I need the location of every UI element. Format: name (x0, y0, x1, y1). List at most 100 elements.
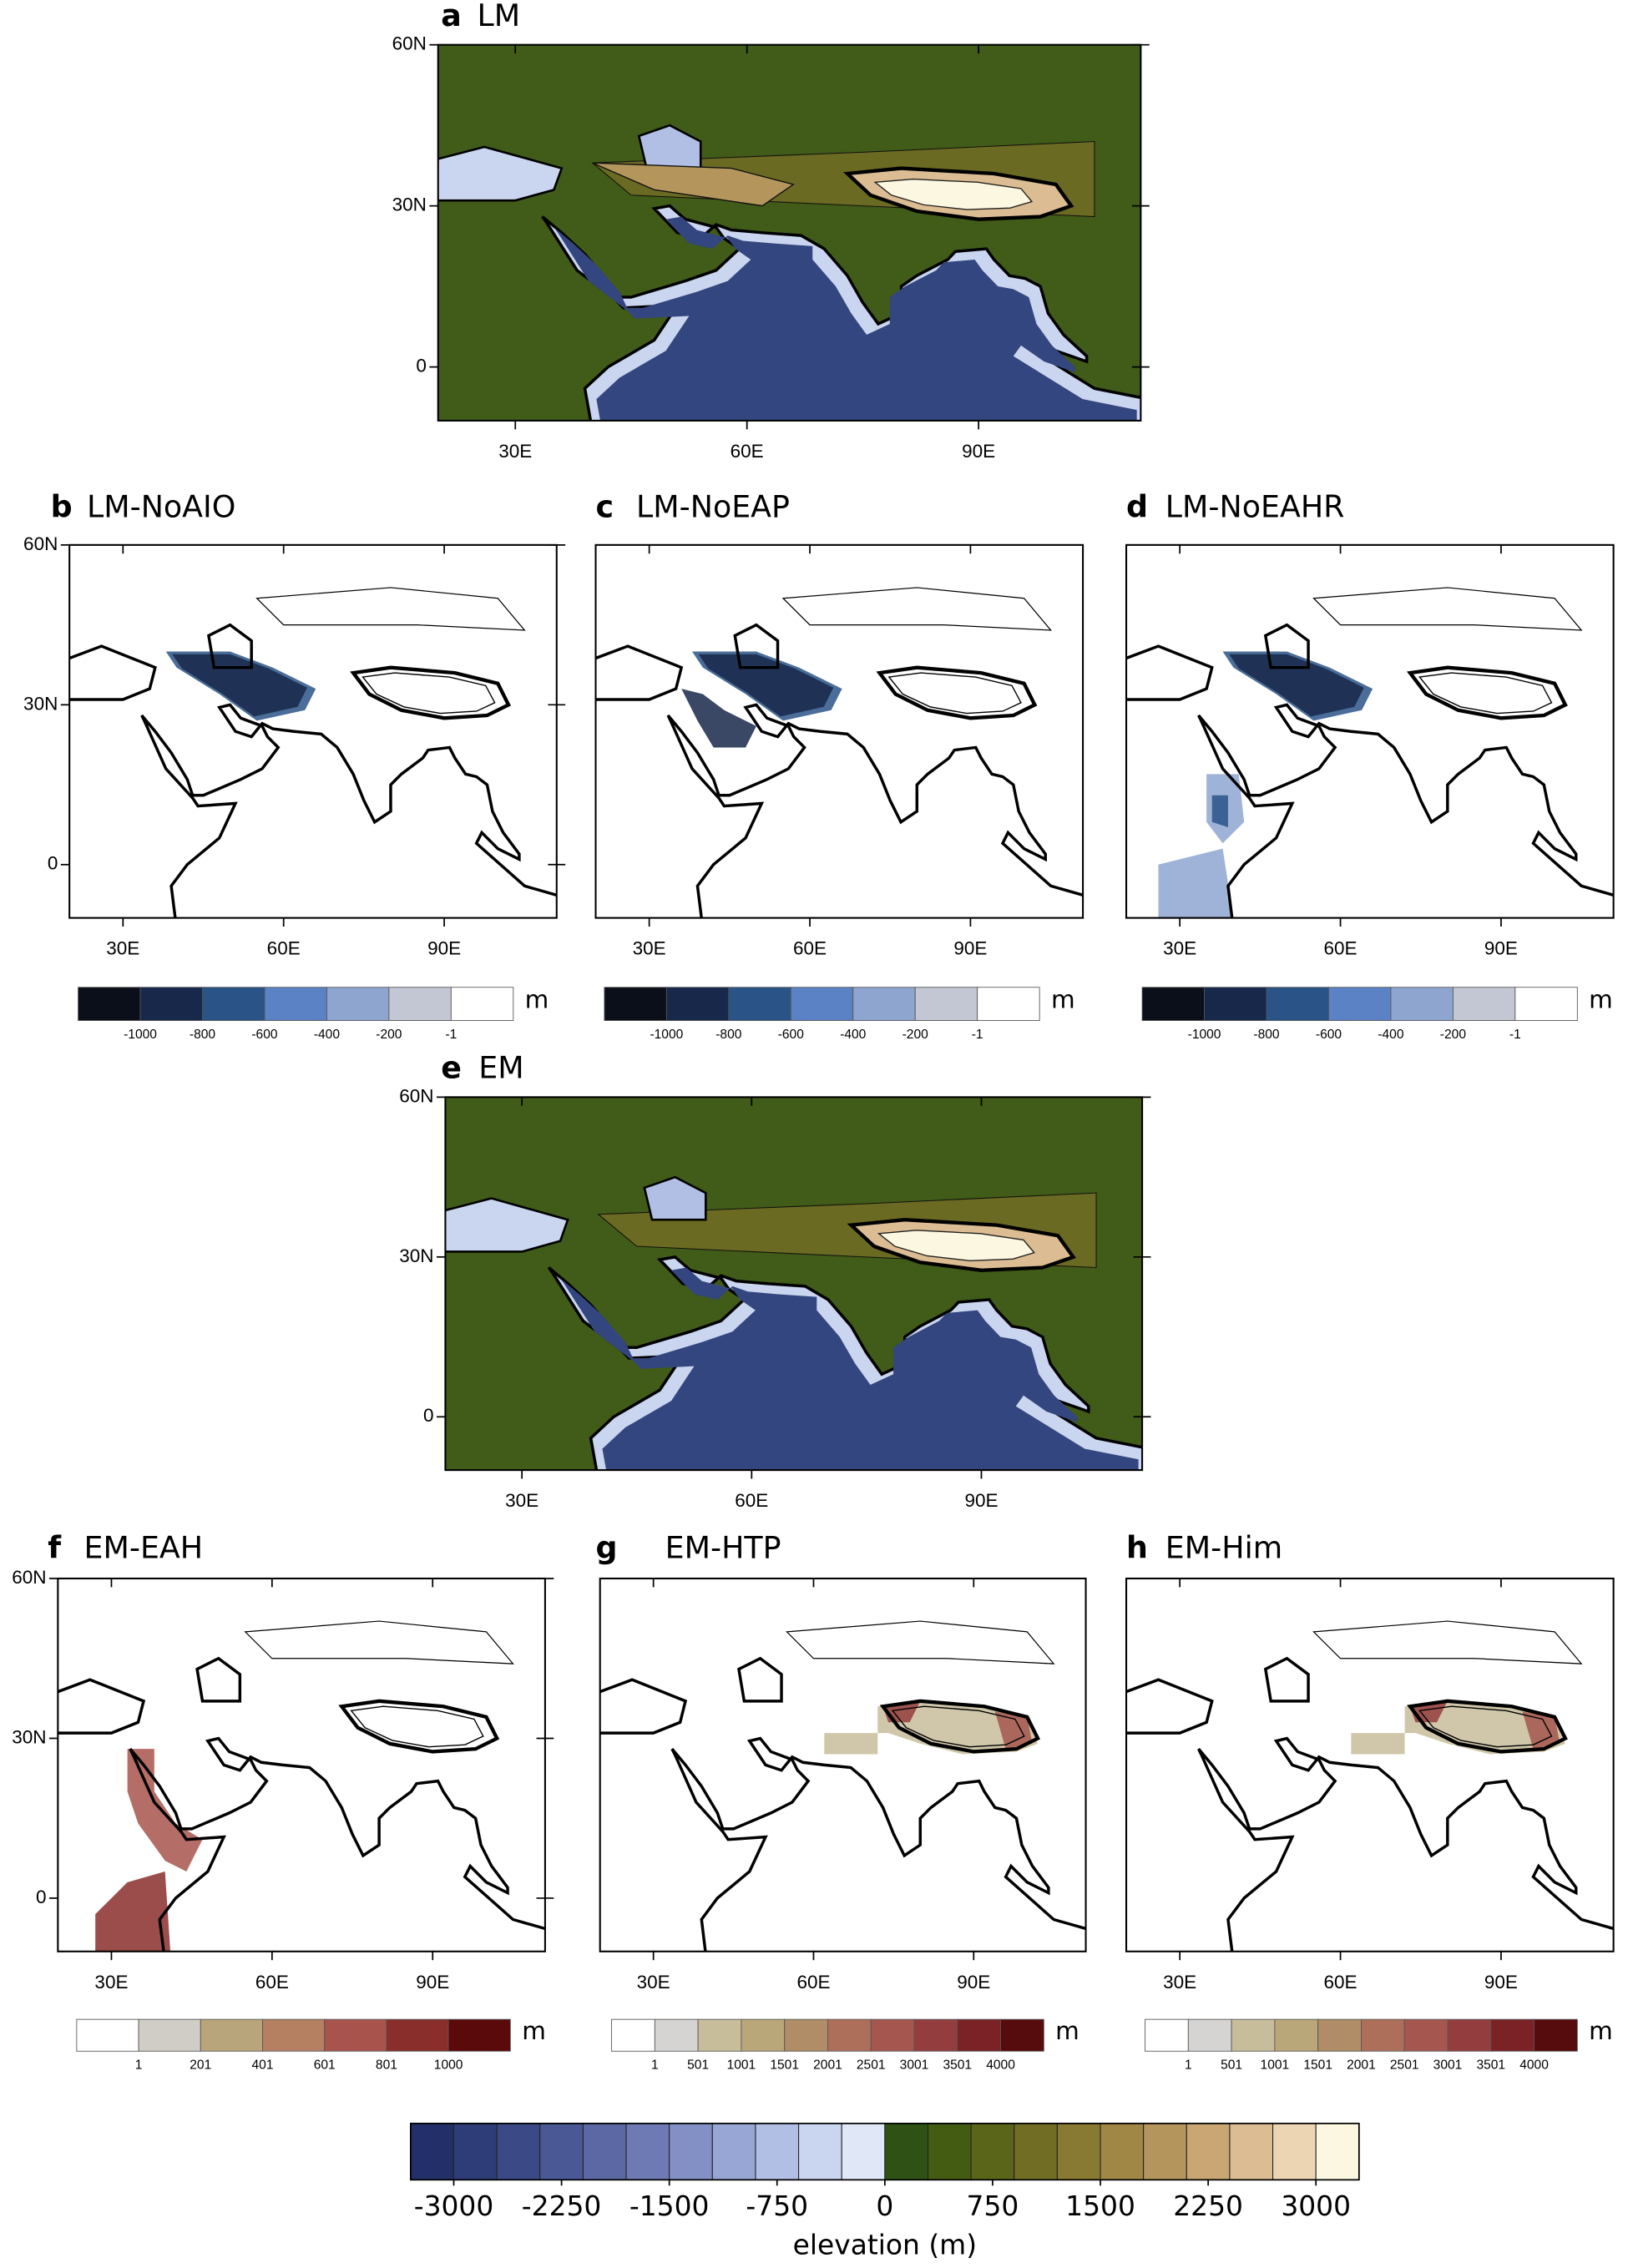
map-frame (594, 543, 1084, 919)
colorbar-box (870, 2018, 915, 2052)
colorbar-unit: m (525, 986, 549, 1014)
contour (338, 1699, 500, 1754)
panel-title: LM-NoAIO (87, 489, 235, 525)
plateau-core (873, 178, 1034, 210)
colorbar-label: 1001 (1261, 2058, 1290, 2073)
y-tick-label: 30N (12, 1726, 46, 1747)
uplift (1522, 1711, 1560, 1750)
colorbar-box (884, 2123, 929, 2180)
colorbar-label: -1000 (124, 1028, 157, 1042)
plateau-core (877, 1230, 1035, 1262)
colorbar-label: 401 (251, 2058, 273, 2073)
colorbar-label: -400 (840, 1028, 867, 1042)
contour (879, 1699, 1040, 1754)
colorbar-box (410, 2123, 455, 2180)
colorbar-label: -1000 (650, 1028, 683, 1042)
colorbar-box (582, 2123, 627, 2180)
y-tick-label: 30N (23, 693, 58, 714)
sea (445, 1197, 569, 1253)
colorbar-label: -800 (1253, 1028, 1280, 1042)
map (599, 1578, 1086, 1952)
panel-letter: c (596, 489, 614, 525)
x-tick-label: 30E (498, 441, 532, 462)
colorbar-box (1266, 987, 1329, 1021)
colorbar-label: 4000 (1519, 2058, 1549, 2073)
colorbar-box (1014, 2123, 1058, 2180)
land (69, 544, 557, 918)
colorbar-box (741, 2018, 786, 2052)
colorbar-label: 2001 (1347, 2058, 1376, 2073)
x-tick-label: 30E (505, 1490, 538, 1511)
colorbar-box (1514, 987, 1578, 1021)
coastline (69, 644, 157, 701)
map (1126, 1578, 1614, 1952)
colorbar-box (1000, 2018, 1044, 2052)
map (69, 544, 557, 918)
contour (1418, 1705, 1553, 1748)
anomaly (172, 654, 307, 717)
colorbar-box (611, 2018, 655, 2052)
colorbar-label: 750 (967, 2190, 1019, 2222)
uplift (1351, 1700, 1565, 1755)
colorbar-label: -200 (902, 1028, 929, 1042)
colorbar-box (78, 987, 141, 1021)
coastline (1197, 1736, 1614, 1952)
colorbar-unit: m (1051, 986, 1075, 1014)
map-frame (599, 1577, 1087, 1952)
colorbar-label: -1 (1509, 1028, 1521, 1042)
colorbar-box (453, 2123, 498, 2180)
x-tick-label: 90E (1484, 938, 1518, 959)
colorbar-box (139, 987, 203, 1021)
colorbar-box (798, 2123, 842, 2180)
y-tick-label: 0 (423, 1405, 434, 1426)
colorbar-unit: m (1589, 986, 1613, 1014)
colorbar-label: 2501 (1390, 2058, 1419, 2073)
contour (350, 1705, 484, 1748)
y-tick-label: 60N (12, 1567, 46, 1588)
colorbar-box (1141, 987, 1205, 1021)
y-tick-label: 30N (399, 1245, 433, 1266)
contour (781, 587, 1053, 631)
x-tick-label: 30E (106, 938, 139, 959)
coastline (140, 703, 557, 918)
colorbar-box (914, 987, 978, 1021)
colorbar-box (841, 2123, 886, 2180)
colorbar-label: 1501 (1303, 2058, 1332, 2073)
colorbar-unit: m (1589, 2017, 1613, 2045)
x-tick-label: 60E (255, 1972, 289, 1993)
panel-letter: b (51, 489, 73, 525)
uplift (994, 1711, 1033, 1750)
colorbar-box (1534, 2018, 1578, 2052)
colorbar-box (202, 987, 265, 1021)
colorbar-box (665, 987, 730, 1021)
panel-letter: d (1126, 489, 1148, 525)
panel-letter: g (596, 1529, 618, 1565)
x-tick-label: 30E (94, 1972, 128, 1993)
coastline (666, 703, 1084, 918)
contour (244, 1620, 514, 1664)
coastline (1197, 703, 1614, 918)
coastline (207, 623, 253, 669)
contour (887, 672, 1022, 715)
land (595, 544, 1084, 918)
ocean (560, 1267, 1139, 1471)
coastline (195, 1656, 242, 1703)
colorbar-box (755, 2123, 800, 2180)
colorbar-label: -800 (190, 1028, 216, 1042)
colorbar-box (604, 987, 667, 1021)
colorbar-box (1452, 987, 1516, 1021)
colorbar-label: 1 (135, 2058, 143, 2073)
colorbar-label: -1500 (629, 2190, 710, 2222)
colorbar-box (784, 2018, 828, 2052)
coastline (670, 1736, 1086, 1952)
y-tick-label: 60N (399, 1085, 433, 1106)
sea (437, 145, 564, 202)
colorbar-label: 1501 (770, 2058, 799, 2073)
colorbar-label: 601 (314, 2058, 336, 2073)
contour (891, 1705, 1025, 1748)
colorbar-label: 2250 (1173, 2190, 1243, 2222)
land (599, 1578, 1086, 1952)
map-frame (57, 1577, 546, 1952)
panel-letter: a (441, 0, 462, 33)
colorbar-label: -400 (314, 1028, 341, 1042)
